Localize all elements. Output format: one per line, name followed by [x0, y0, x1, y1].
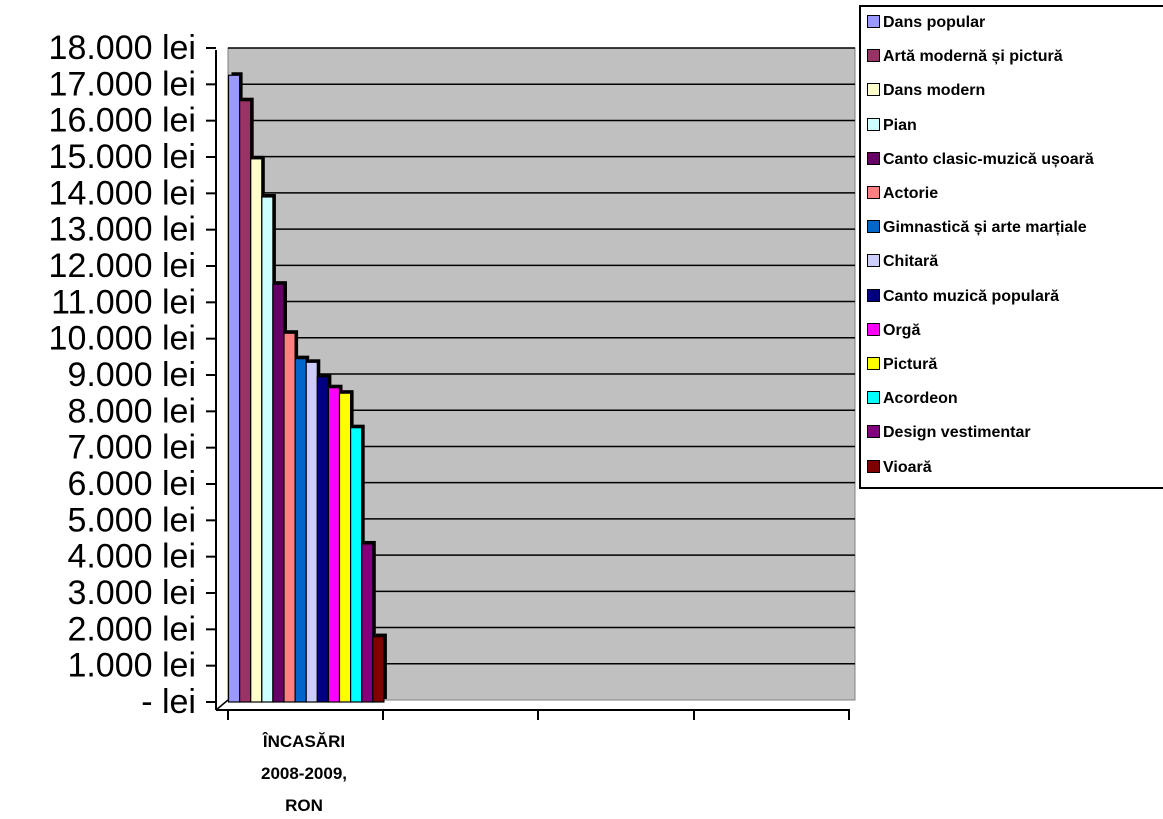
x-axis-category-label-line-2: 2008-2009, [261, 764, 347, 783]
y-axis-tick-label: 17.000 lei [49, 65, 196, 103]
y-axis-tick-label: 2.000 lei [67, 610, 196, 648]
legend-swatch [867, 49, 880, 63]
y-axis-tick-label: 4.000 lei [67, 538, 196, 576]
bar-face [361, 543, 374, 703]
y-axis-tick-label: 8.000 lei [67, 392, 196, 430]
y-axis-tick-label: 16.000 lei [49, 102, 196, 140]
legend: Dans popular Artă modernă și pictură Dans … [859, 5, 1163, 489]
bar-face [327, 387, 341, 703]
bar-face [305, 361, 318, 703]
bar-face [239, 100, 252, 703]
legend-label: Canto muzică populară [883, 287, 1060, 305]
legend-label: Gimnastică și arte marțiale [883, 219, 1087, 237]
legend-label: Design vestimentar [883, 424, 1031, 442]
legend-label: Artă modernă și pictură [883, 48, 1063, 66]
legend-item: Actorie [867, 185, 938, 207]
bar-face [372, 635, 385, 703]
y-axis-tick-label: 13.000 lei [49, 211, 196, 249]
legend-item: Artă modernă și pictură [867, 48, 1063, 70]
y-axis-tick-label: - lei [141, 683, 196, 721]
legend-label: Orgă [883, 321, 921, 339]
legend-label: Acordeon [883, 390, 958, 408]
y-axis-tick-label: 1.000 lei [67, 647, 196, 685]
bar-13 [361, 540, 376, 703]
legend-swatch [867, 357, 880, 370]
y-axis-tick-label: 6.000 lei [67, 465, 196, 503]
legend-swatch [867, 151, 880, 165]
legend-swatch [867, 288, 880, 302]
legend-label: Dans popular [883, 14, 986, 31]
legend-label: Pian [883, 116, 917, 134]
legend-item: Gimnastică și arte marțiale [867, 219, 1087, 241]
legend-item: Orgă [867, 322, 920, 344]
bar-face [316, 376, 329, 703]
legend-swatch [867, 83, 880, 97]
floor-edge [215, 699, 229, 711]
legend-item: Chitară [867, 253, 938, 275]
legend-item: Dans popular [867, 14, 985, 36]
bar-face [283, 332, 296, 703]
bar-face [261, 196, 274, 703]
legend-item: Canto muzică populară [867, 288, 1059, 310]
legend-item: Dans modern [867, 82, 985, 104]
y-axis-tick-label: 3.000 lei [67, 574, 196, 612]
legend-label: Canto clasic-muzică ușoară [883, 150, 1094, 168]
legend-item: Design vestimentar [867, 424, 1031, 446]
y-axis-tick-label: 7.000 lei [67, 429, 196, 467]
legend-item: Canto clasic-muzică ușoară [867, 151, 1094, 173]
y-axis-tick-label: 11.000 lei [51, 283, 196, 321]
legend-swatch [867, 15, 880, 28]
legend-swatch [867, 391, 880, 405]
legend-swatch [867, 186, 880, 199]
bar-14 [372, 633, 387, 703]
x-axis-category-label-line-3: RON [285, 796, 323, 815]
legend-swatch [867, 254, 880, 268]
y-axis-tick-label: 5.000 lei [67, 501, 196, 539]
bar-face [250, 158, 263, 703]
legend-swatch [867, 220, 880, 234]
legend-label: Dans modern [883, 82, 986, 100]
y-axis-tick-label: 18.000 lei [49, 29, 196, 67]
gridlines [228, 47, 855, 665]
legend-label: Actorie [883, 185, 939, 202]
y-axis-tick-label: 14.000 lei [49, 174, 196, 212]
legend-item: Pictură [867, 356, 937, 378]
bar-face [272, 283, 285, 703]
legend-swatch [867, 322, 880, 336]
bar-face [350, 427, 363, 703]
bar-face [338, 392, 352, 703]
legend-label: Pictură [883, 356, 938, 373]
legend-swatch [867, 459, 880, 473]
axes [206, 47, 850, 720]
legend-swatch [867, 425, 880, 439]
y-axis-tick-label: 10.000 lei [49, 320, 196, 358]
bars [227, 72, 387, 703]
legend-label: Vioară [883, 458, 932, 476]
bar-face [294, 358, 307, 703]
x-axis-category-label-line-1: ÎNCASĂRI [262, 732, 345, 751]
legend-item: Pian [867, 117, 917, 139]
legend-item: Acordeon [867, 390, 958, 412]
legend-item: Vioară [867, 459, 932, 481]
y-axis-tick-label: 9.000 lei [67, 356, 196, 394]
bar-face [227, 74, 241, 703]
y-axis-tick-label: 15.000 lei [49, 138, 196, 176]
legend-swatch [867, 117, 880, 131]
legend-label: Chitară [883, 253, 939, 271]
y-axis-tick-label: 12.000 lei [49, 247, 196, 285]
